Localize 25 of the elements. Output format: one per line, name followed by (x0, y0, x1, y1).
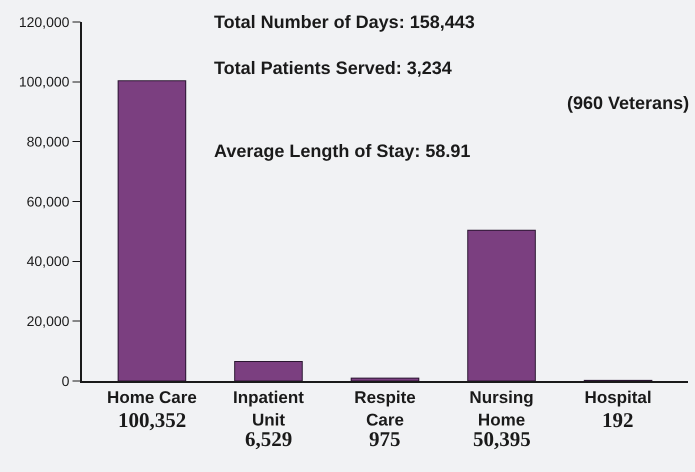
bar (350, 378, 420, 381)
y-tick-label: 100,000 (18, 74, 70, 90)
bar (467, 230, 536, 381)
bar (118, 80, 186, 381)
bar (234, 360, 303, 381)
annotation: Average Length of Stay: 58.91 (214, 141, 470, 161)
y-tick-label: 120,000 (18, 14, 70, 30)
x-tick-label: Hospital (584, 388, 652, 408)
data-label: 192 (602, 408, 634, 432)
annotation: (960 Veterans) (567, 93, 690, 113)
data-label: 6,529 (245, 427, 292, 451)
data-label: 100,352 (118, 408, 186, 432)
x-tick-label: Inpatient Unit (233, 388, 304, 430)
y-tick-label: 20,000 (26, 313, 70, 330)
x-tick-label: Home Care (107, 388, 197, 408)
x-tick-label: Nursing Home (469, 388, 534, 430)
y-tick-label: 80,000 (26, 134, 70, 150)
data-label: 975 (369, 427, 400, 451)
x-tick-label: Respite Care (354, 388, 416, 430)
y-tick-label: 0 (62, 372, 70, 389)
annotation: Total Number of Days: 158,443 (214, 12, 475, 32)
y-tick-label: 60,000 (26, 193, 70, 210)
data-label: 50,395 (473, 427, 531, 451)
annotation: Total Patients Served: 3,234 (214, 58, 452, 78)
y-tick-label: 40,000 (26, 253, 70, 270)
